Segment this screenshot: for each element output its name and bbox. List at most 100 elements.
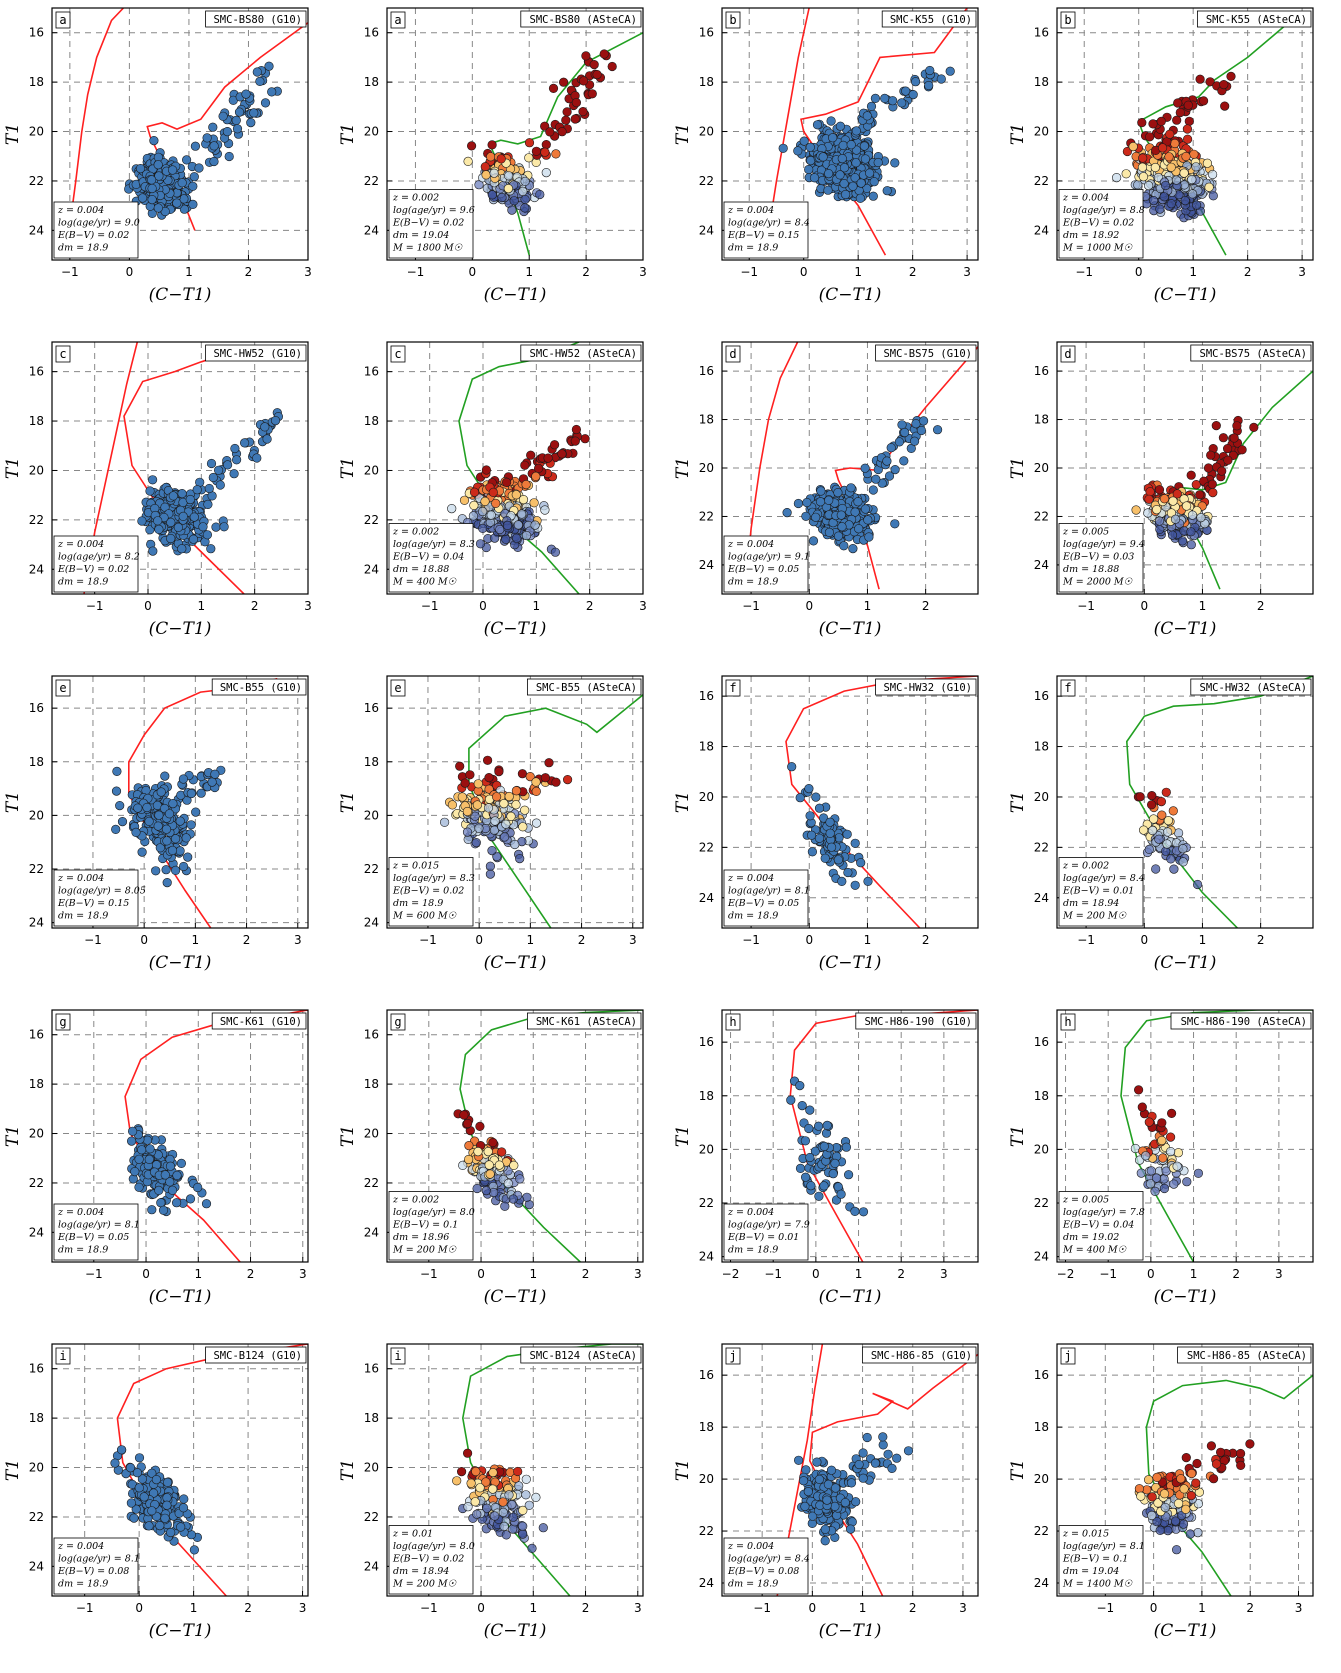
star-point (198, 522, 208, 532)
y-tick-label: 18 (29, 1077, 44, 1091)
star-point (172, 1170, 182, 1180)
y-tick-label: 22 (29, 862, 44, 876)
star-point (1166, 854, 1176, 864)
x-axis-label: (C−T1) (149, 285, 212, 305)
cmd-panel-b2: −1 0 1 2 3 16 18 20 22 24 (C−T1) T1 b SMC-K55 (ASteCA… (1005, 0, 1340, 334)
star-point (478, 523, 488, 533)
y-tick-label: 18 (699, 413, 714, 427)
star-point (488, 487, 498, 497)
x-tick-label: 1 (533, 599, 541, 613)
star-point (1177, 536, 1188, 546)
star-point (156, 1198, 166, 1208)
x-axis-label: (C−T1) (149, 1287, 212, 1307)
star-point (1145, 132, 1155, 142)
star-point (501, 534, 511, 544)
star-point (177, 489, 187, 499)
star-point (520, 460, 530, 470)
star-point (219, 522, 229, 532)
star-point (1192, 200, 1202, 210)
y-tick-label: 16 (699, 26, 714, 40)
star-point (196, 788, 206, 798)
panel-letter-tag: d (725, 345, 741, 363)
x-tick-label: 3 (639, 599, 647, 613)
star-point (190, 141, 200, 151)
x-tick-label: 0 (142, 1267, 150, 1281)
star-point (264, 61, 274, 71)
y-tick-label: 16 (699, 364, 714, 378)
star-point (1149, 196, 1159, 206)
star-point (1182, 124, 1192, 134)
star-point (866, 101, 877, 111)
y-tick-label: 20 (1034, 790, 1049, 804)
star-point (232, 455, 242, 465)
star-point (824, 495, 834, 505)
x-tick-label: 1 (1189, 265, 1197, 279)
y-axis-label: T1 (1008, 791, 1028, 813)
star-point (1144, 494, 1154, 504)
star-point (848, 544, 858, 554)
star-point (487, 140, 497, 150)
star-point (521, 530, 532, 541)
star-point (487, 846, 497, 856)
star-point (811, 792, 821, 802)
star-point (474, 823, 484, 833)
star-point (578, 106, 588, 117)
star-point (241, 89, 251, 99)
star-point (167, 845, 178, 855)
star-point (203, 499, 213, 509)
star-point (502, 477, 512, 487)
panel-letter-tag: e (390, 679, 406, 697)
star-point (208, 472, 218, 483)
star-point (1217, 466, 1227, 476)
y-tick-label: 22 (1034, 174, 1049, 188)
y-tick-label: 16 (29, 365, 44, 379)
x-tick-label: −1 (407, 265, 425, 279)
x-tick-label: 1 (854, 265, 862, 279)
fit-parameter: E(B−V) = 0.02 (57, 230, 129, 241)
star-point (252, 453, 262, 463)
fit-parameter: log(age/yr) = 8.1 (728, 886, 810, 897)
y-tick-label: 20 (1034, 125, 1049, 139)
star-point (833, 855, 843, 865)
star-point (581, 51, 591, 61)
star-point (846, 483, 856, 493)
fit-parameter: z = 0.004 (57, 205, 104, 216)
y-tick-label: 16 (364, 701, 379, 715)
star-point (457, 792, 467, 802)
star-point (1175, 107, 1185, 118)
x-tick-label: 2 (922, 599, 930, 613)
star-point (447, 800, 457, 810)
star-point (499, 799, 509, 809)
fit-parameter: dm = 18.9 (58, 911, 108, 922)
star-point (480, 162, 490, 172)
star-point (1206, 450, 1216, 460)
star-point (165, 1177, 175, 1187)
star-point (1128, 142, 1138, 152)
cmd-panel-e2: −1 0 1 2 3 16 18 20 22 24 (C−T1) T1 e SMC-B55 (ASteCA… (335, 668, 670, 1002)
star-point (154, 524, 164, 534)
star-point (490, 816, 500, 826)
star-point (133, 803, 143, 813)
plot-frame (721, 675, 979, 929)
fit-parameter: log(age/yr) = 8.4 (1063, 873, 1145, 884)
cmd-panel-f: −1 0 1 2 16 18 20 22 24 (C−T1) T1 f SMC-HW32 (G10) z … (670, 668, 1005, 1002)
x-axis-label: (C−T1) (1154, 953, 1217, 973)
star-point (916, 425, 926, 436)
star-point (462, 827, 473, 837)
star-point (211, 522, 221, 532)
x-tick-label: 2 (922, 933, 930, 947)
cmd-panel-g2: −1 0 1 2 3 16 18 20 22 24 (C−T1) T1 g SMC-K61 (ASteCA… (335, 1002, 670, 1336)
star-point (503, 184, 513, 194)
star-point (833, 531, 844, 541)
star-point (795, 793, 805, 803)
star-point (112, 766, 122, 776)
star-point (1163, 827, 1173, 837)
star-point (1173, 98, 1183, 108)
star-point (267, 87, 277, 97)
star-point (224, 151, 234, 162)
